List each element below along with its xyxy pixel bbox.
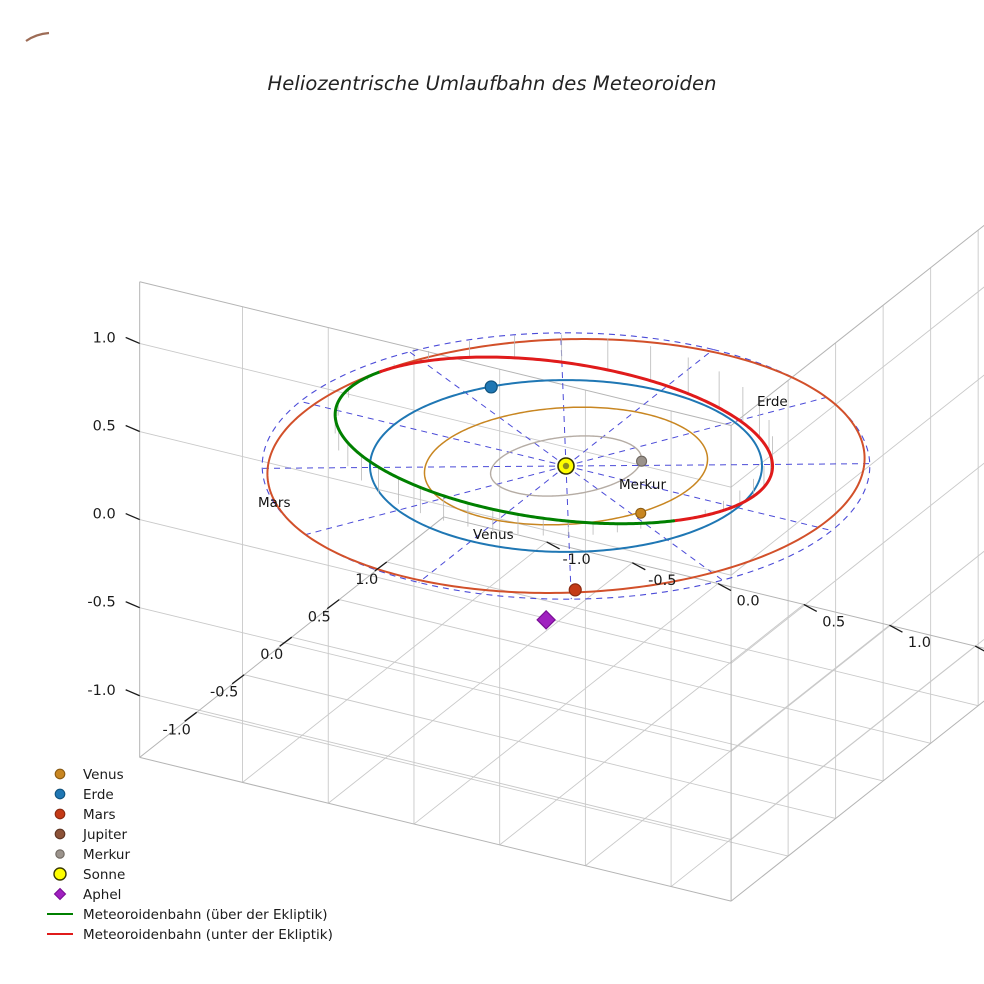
grid-line-floor [339, 599, 931, 744]
axis-spine [730, 224, 984, 426]
marker-mars [568, 583, 582, 597]
jupiter-orbit-fragment [25, 31, 50, 42]
axis-spine [443, 516, 984, 649]
reference-spoke [418, 465, 567, 583]
grid-line-floor [291, 636, 884, 782]
grid-line-floor [327, 562, 633, 804]
meteoroid-path-above [591, 519, 676, 526]
grid-line-wall [139, 607, 732, 752]
grid-line-floor [499, 604, 805, 846]
grid-line-floor [386, 561, 979, 707]
axis-spine [139, 756, 732, 902]
body-markers [484, 380, 648, 630]
reference-spoke [300, 400, 567, 467]
reference-spoke [262, 465, 567, 469]
axis-spine [139, 516, 445, 758]
meteoroid-orbit [333, 355, 775, 526]
grid-line-floor [196, 711, 789, 857]
marker-merkur [636, 455, 648, 467]
reference-spoke [305, 465, 567, 536]
meteoroid-path-below [379, 355, 775, 523]
grid-line-floor [585, 624, 890, 867]
meteoroid-path-above [333, 370, 595, 525]
page-title: Heliozentrische Umlaufbahn des Meteoroid… [267, 72, 717, 95]
grid-line-wall [139, 519, 732, 664]
grid-line-floor [413, 583, 719, 825]
marker-erde [484, 380, 498, 394]
orbit-venus-orbit [423, 406, 709, 526]
grid-line-wall [730, 462, 984, 664]
reference-spoke [565, 463, 870, 467]
orbit-mars-orbit [266, 338, 866, 594]
grid-line-wall [730, 550, 984, 752]
grid-line-wall [730, 638, 984, 840]
grid-line-wall [139, 342, 732, 488]
orbit-erde-orbit [368, 379, 764, 553]
axis-spine [139, 281, 732, 426]
axis-panes [139, 224, 984, 902]
marker-venus [635, 507, 647, 519]
grid-line-wall [139, 695, 732, 840]
grid-line-wall [730, 374, 984, 576]
grid-line-wall [730, 286, 984, 488]
sun-core [562, 462, 570, 470]
grid-line-floor [244, 674, 836, 819]
grid-line-floor [242, 541, 547, 783]
marker-aphel [536, 609, 556, 630]
reference-spoke [565, 349, 714, 467]
grid-line-wall [139, 431, 732, 576]
reference-spoke [565, 465, 832, 532]
reference-spoke [565, 396, 827, 467]
axis-spine [730, 700, 984, 902]
